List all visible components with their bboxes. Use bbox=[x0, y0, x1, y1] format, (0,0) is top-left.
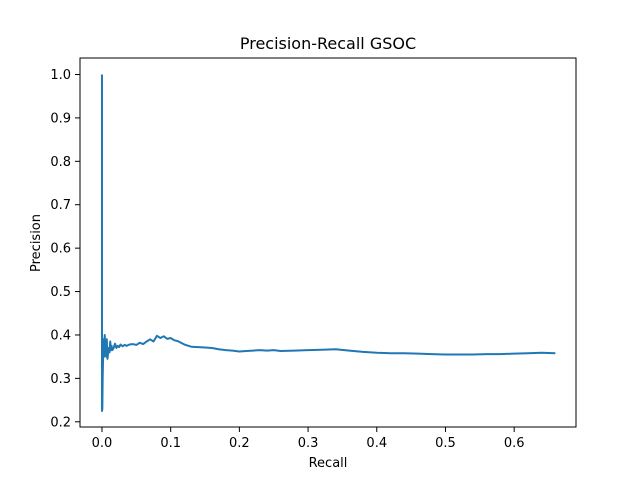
x-tick-label: 0.2 bbox=[229, 436, 250, 451]
y-tick-label: 0.7 bbox=[50, 198, 71, 213]
x-tick-label: 0.1 bbox=[160, 436, 181, 451]
y-axis: 0.2 0.3 0.4 0.5 0.6 0.7 0.8 0.9 1.0 bbox=[50, 68, 80, 430]
y-tick-label: 0.4 bbox=[50, 328, 71, 343]
y-tick-label: 0.5 bbox=[50, 285, 71, 300]
y-tick-label: 0.3 bbox=[50, 372, 71, 387]
y-tick-label: 0.9 bbox=[50, 111, 71, 126]
series-group bbox=[100, 74, 556, 412]
x-tick-label: 0.6 bbox=[504, 436, 525, 451]
x-axis: 0.0 0.1 0.2 0.3 0.4 0.5 0.6 bbox=[92, 427, 525, 451]
chart-title: Precision-Recall GSOC bbox=[240, 34, 416, 53]
y-tick-label: 0.2 bbox=[50, 415, 71, 430]
y-tick-label: 0.8 bbox=[50, 155, 71, 170]
y-tick-label: 1.0 bbox=[50, 68, 71, 83]
precision-recall-line bbox=[100, 74, 556, 412]
x-tick-label: 0.5 bbox=[435, 436, 456, 451]
x-axis-label: Recall bbox=[309, 456, 348, 471]
y-tick-label: 0.6 bbox=[50, 242, 71, 257]
x-tick-label: 0.0 bbox=[92, 436, 113, 451]
x-tick-label: 0.4 bbox=[366, 436, 387, 451]
y-axis-label: Precision bbox=[29, 214, 44, 272]
plot-frame bbox=[79, 57, 577, 428]
x-tick-label: 0.3 bbox=[298, 436, 319, 451]
